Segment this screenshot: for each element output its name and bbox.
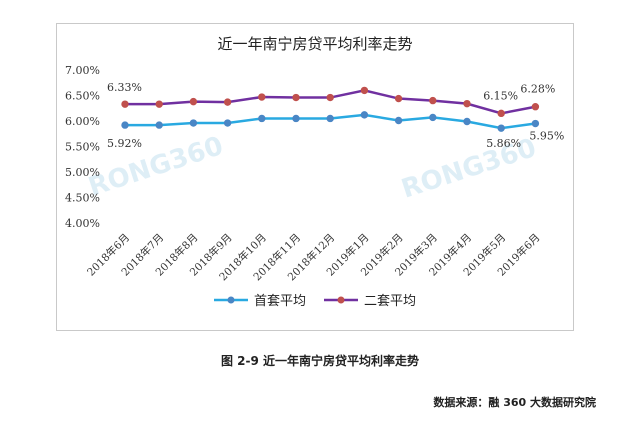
data-point	[223, 98, 232, 106]
data-point	[189, 97, 198, 106]
data-point	[497, 109, 505, 118]
chart-frame	[56, 23, 574, 331]
data-point	[258, 114, 266, 123]
data-point	[463, 99, 471, 108]
data-point	[121, 100, 129, 108]
chart-title: 近一年南宁房贷平均利率走势	[217, 35, 413, 53]
data-point	[429, 96, 437, 105]
y-tick-label: 6.50%	[65, 90, 100, 103]
data-label: 5.86%	[486, 137, 521, 150]
y-tick-label: 7.00%	[65, 64, 100, 77]
data-point	[155, 121, 163, 129]
y-tick-label: 5.50%	[65, 141, 100, 154]
data-point	[326, 93, 334, 102]
data-point	[429, 113, 437, 122]
data-label: 5.95%	[529, 130, 564, 143]
data-point	[360, 86, 369, 95]
data-label: 6.33%	[107, 81, 142, 94]
data-point	[394, 94, 403, 103]
data-point	[394, 116, 403, 125]
y-tick-label: 4.50%	[65, 192, 100, 205]
data-point	[292, 93, 300, 102]
data-source: 数据来源：融 360 大数据研究院	[433, 396, 596, 409]
legend-label: 二套平均	[364, 293, 416, 309]
data-point	[463, 117, 471, 126]
data-point	[292, 114, 300, 123]
data-point	[531, 103, 540, 111]
data-point	[258, 93, 266, 101]
data-point	[360, 111, 369, 119]
y-tick-label: 4.00%	[65, 217, 100, 230]
y-tick-label: 6.00%	[65, 115, 100, 128]
data-point	[223, 119, 232, 127]
data-label: 6.15%	[483, 89, 518, 102]
data-label: 6.28%	[520, 83, 555, 96]
figure-caption: 图 2-9 近一年南宁房贷平均利率走势	[220, 354, 420, 368]
data-point	[189, 119, 198, 127]
data-label: 5.92%	[107, 137, 142, 150]
legend-label: 首套平均	[254, 293, 306, 309]
data-point	[121, 121, 129, 129]
legend-marker	[337, 296, 345, 304]
data-point	[497, 124, 505, 132]
data-point	[155, 100, 163, 108]
legend-marker	[227, 296, 235, 304]
y-tick-label: 5.00%	[65, 166, 100, 179]
data-point	[531, 119, 540, 128]
data-point	[326, 114, 334, 123]
